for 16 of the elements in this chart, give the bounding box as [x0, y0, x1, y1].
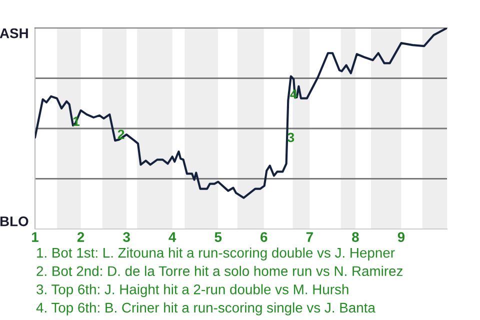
text: 4. Top 6th: B. Criner hit a run-scoring single vs J. Banta [36, 302, 376, 316]
text: BLO [0, 216, 28, 226]
text: 2. Bot 2nd: D. de la Torre hit a solo home run vs N. Ramirez [36, 266, 403, 276]
x-tick-label: 8 [352, 232, 359, 242]
x-tick-label: 6 [260, 232, 268, 242]
x-tick-label: 5 [214, 232, 222, 242]
x-tick-label: 2 [77, 232, 84, 242]
text: 3. Top 6th: J. Haight hit a 2-run double vs M. Hursh [36, 284, 348, 298]
text: 1. Bot 1st: L. Zitouna hit a run-scoring double vs J. Hepner [37, 248, 395, 260]
annotation: 2 [118, 130, 124, 139]
x-tick-label: 1 [32, 232, 38, 242]
x-tick-label: 7 [306, 232, 313, 242]
x-tick-label: 4 [168, 232, 176, 242]
x-tick-label: 9 [398, 232, 405, 242]
text: ASH [0, 28, 28, 38]
x-tick-label: 3 [123, 232, 130, 242]
